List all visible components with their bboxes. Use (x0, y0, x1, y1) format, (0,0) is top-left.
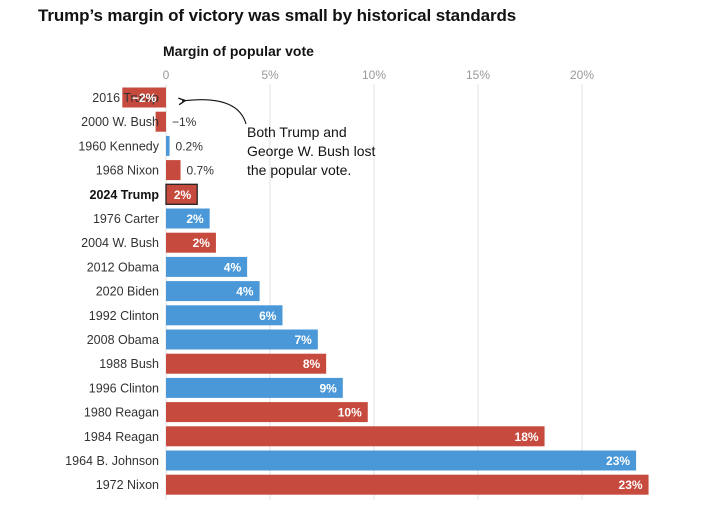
bar (166, 256, 248, 277)
value-label: 23% (606, 454, 630, 468)
category-label: 1960 Kennedy (78, 139, 159, 153)
value-label: 9% (319, 381, 337, 395)
x-tick-label: 10% (362, 68, 386, 82)
category-label: 2016 Trump (92, 91, 159, 105)
x-tick-label: 5% (261, 68, 279, 82)
category-label: 1980 Reagan (84, 406, 159, 420)
value-label: 23% (619, 478, 643, 492)
category-label: 1972 Nixon (96, 478, 159, 492)
category-label: 1984 Reagan (84, 430, 159, 444)
annotation-text: Both Trump and George W. Bush lost the p… (247, 124, 376, 178)
category-label: 1976 Carter (93, 212, 159, 226)
bar (166, 135, 170, 156)
x-axis-title: Margin of popular vote (163, 43, 314, 59)
bar (166, 232, 216, 253)
value-label: 7% (294, 333, 312, 347)
bar (166, 305, 283, 326)
bar (166, 160, 181, 181)
bar (166, 329, 318, 350)
category-labels: 2016 Trump 2000 W. Bush 1960 Kennedy 1968 N… (65, 91, 160, 492)
bar (166, 402, 368, 423)
value-label: 0.7% (187, 164, 215, 178)
bar (165, 183, 198, 205)
category-label: 1996 Clinton (89, 381, 159, 395)
bar (166, 474, 649, 495)
category-label: 2000 W. Bush (81, 115, 159, 129)
category-label: 2020 Biden (96, 285, 159, 299)
value-label: 6% (259, 309, 277, 323)
bar (166, 208, 210, 229)
bars (122, 87, 649, 495)
bar (155, 111, 166, 132)
value-label: 8% (303, 357, 321, 371)
value-labels: −2% −1% 0.2% 0.7% 2% 2% 2% 4% 4% 6% 7% 8% 9%10% 18% 23… (132, 91, 643, 492)
value-label: 18% (515, 430, 539, 444)
annotation-arrow-path (182, 100, 247, 125)
bar (166, 426, 545, 447)
bar (166, 281, 260, 302)
x-tick-label: 15% (466, 68, 490, 82)
value-label: 4% (224, 260, 242, 274)
category-label: 1992 Clinton (89, 309, 159, 323)
x-tick-label: 0 (163, 68, 170, 82)
x-tick-label: 20% (570, 68, 594, 82)
value-label: −1% (172, 115, 197, 129)
bar (166, 377, 343, 398)
value-label: 10% (338, 406, 362, 420)
category-label: 2004 W. Bush (81, 236, 159, 250)
value-label: 2% (174, 188, 192, 202)
category-label: 1964 B. Johnson (65, 454, 159, 468)
category-label: 1988 Bush (99, 357, 159, 371)
bar (166, 450, 637, 471)
annotation-arrow (182, 100, 247, 125)
value-label: 0.2% (176, 139, 204, 153)
category-label: 2012 Obama (87, 260, 159, 274)
x-axis-ticks: 0 5% 10% 15% 20% (163, 68, 595, 82)
value-label: −2% (132, 91, 157, 105)
value-label: 2% (186, 212, 204, 226)
bar (122, 87, 166, 108)
category-label: 1968 Nixon (96, 164, 159, 178)
value-label: 4% (236, 285, 254, 299)
chart-title: Trump’s margin of victory was small by h… (38, 6, 517, 25)
bar (166, 353, 327, 374)
category-label: 2024 Trump (90, 188, 160, 202)
value-label: 2% (193, 236, 211, 250)
category-label: 2008 Obama (87, 333, 159, 347)
